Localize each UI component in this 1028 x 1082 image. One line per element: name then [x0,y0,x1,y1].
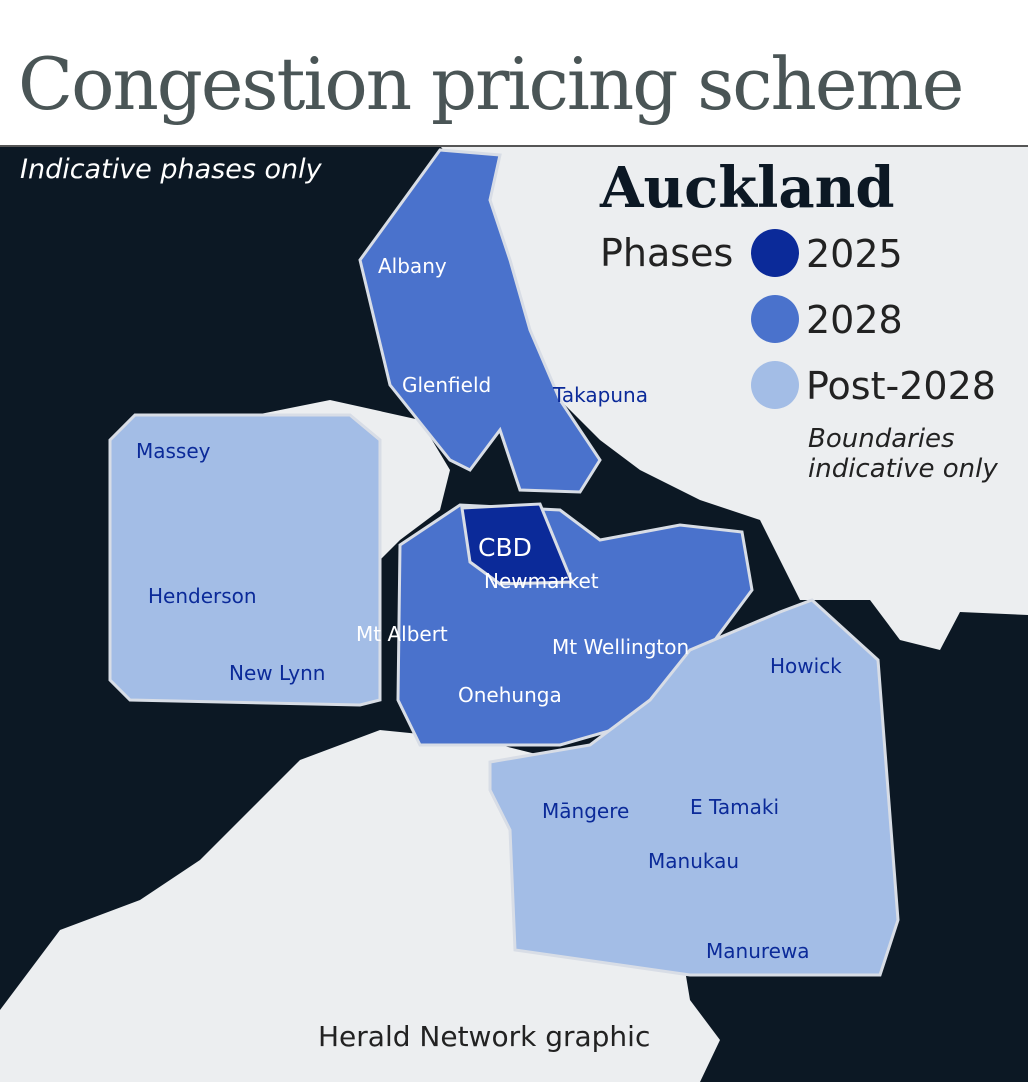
legend-item: 2028 [806,298,903,342]
subtitle: Indicative phases only [20,154,323,185]
zone [108,413,382,707]
legend-swatch [751,229,799,277]
place-label: Takapuna [552,383,648,407]
place-label: Massey [136,439,211,463]
legend-label: Phases [600,231,733,275]
place-label: Howick [770,654,842,678]
legend-title: Auckland [599,155,895,221]
place-label: Manukau [648,849,739,873]
title: Congestion pricing scheme [18,42,964,126]
zone [460,502,575,586]
zone [488,598,900,977]
place-label: E Tamaki [690,795,779,819]
legend-note: Boundaries indicative only [808,424,998,484]
legend-item: Post-2028 [806,364,996,408]
place-label: New Lynn [229,661,325,685]
place-label: Newmarket [484,569,599,593]
place-label: Henderson [148,584,257,608]
legend-item: 2025 [806,232,903,276]
place-label: Mt Wellington [552,635,689,659]
place-label: CBD [478,533,532,562]
credit: Herald Network graphic [318,1020,650,1053]
place-label: Manurewa [706,939,810,963]
place-label: Māngere [542,799,629,823]
zone [358,148,602,494]
legend-swatch [751,295,799,343]
water [440,146,1028,650]
legend-swatch [751,361,799,409]
place-label: Albany [378,254,447,278]
place-label: Onehunga [458,683,562,707]
place-label: Mt Albert [356,622,448,646]
place-label: Glenfield [402,373,491,397]
